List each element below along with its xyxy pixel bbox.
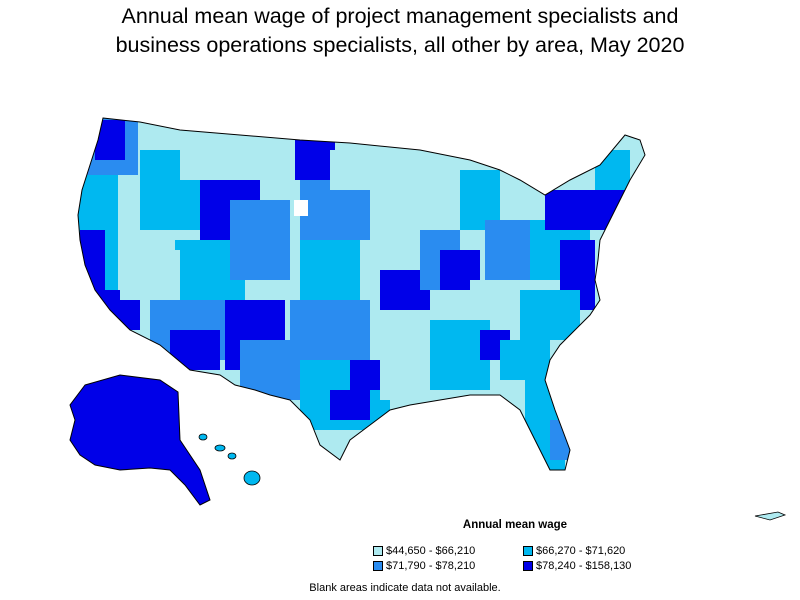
legend-label: $44,650 - $66,210 [386,545,476,557]
us-choropleth-map [69,117,787,521]
legend-item: $71,790 - $78,210 [373,560,475,572]
legend-swatch [523,561,533,571]
title-line-2: business operations specialists, all oth… [115,33,685,57]
puerto-rico [754,511,787,521]
legend-label: $78,240 - $158,130 [536,560,632,572]
legend-swatch [373,546,383,556]
alaska [69,374,211,506]
legend-swatch [373,561,383,571]
legend-item: $78,240 - $158,130 [523,560,631,572]
legend-item: $66,270 - $71,620 [523,545,625,557]
title-line-1: Annual mean wage of project management s… [121,4,679,28]
footnote: Blank areas indicate data not available. [309,582,501,594]
legend-title: Annual mean wage [462,519,568,531]
legend-swatch [523,546,533,556]
hawaii [198,433,261,486]
legend-item: $44,650 - $66,210 [373,545,475,557]
legend-label: $71,790 - $78,210 [386,560,476,572]
legend-label: $66,270 - $71,620 [536,545,626,557]
map-title: Annual mean wage of project management s… [0,2,800,60]
